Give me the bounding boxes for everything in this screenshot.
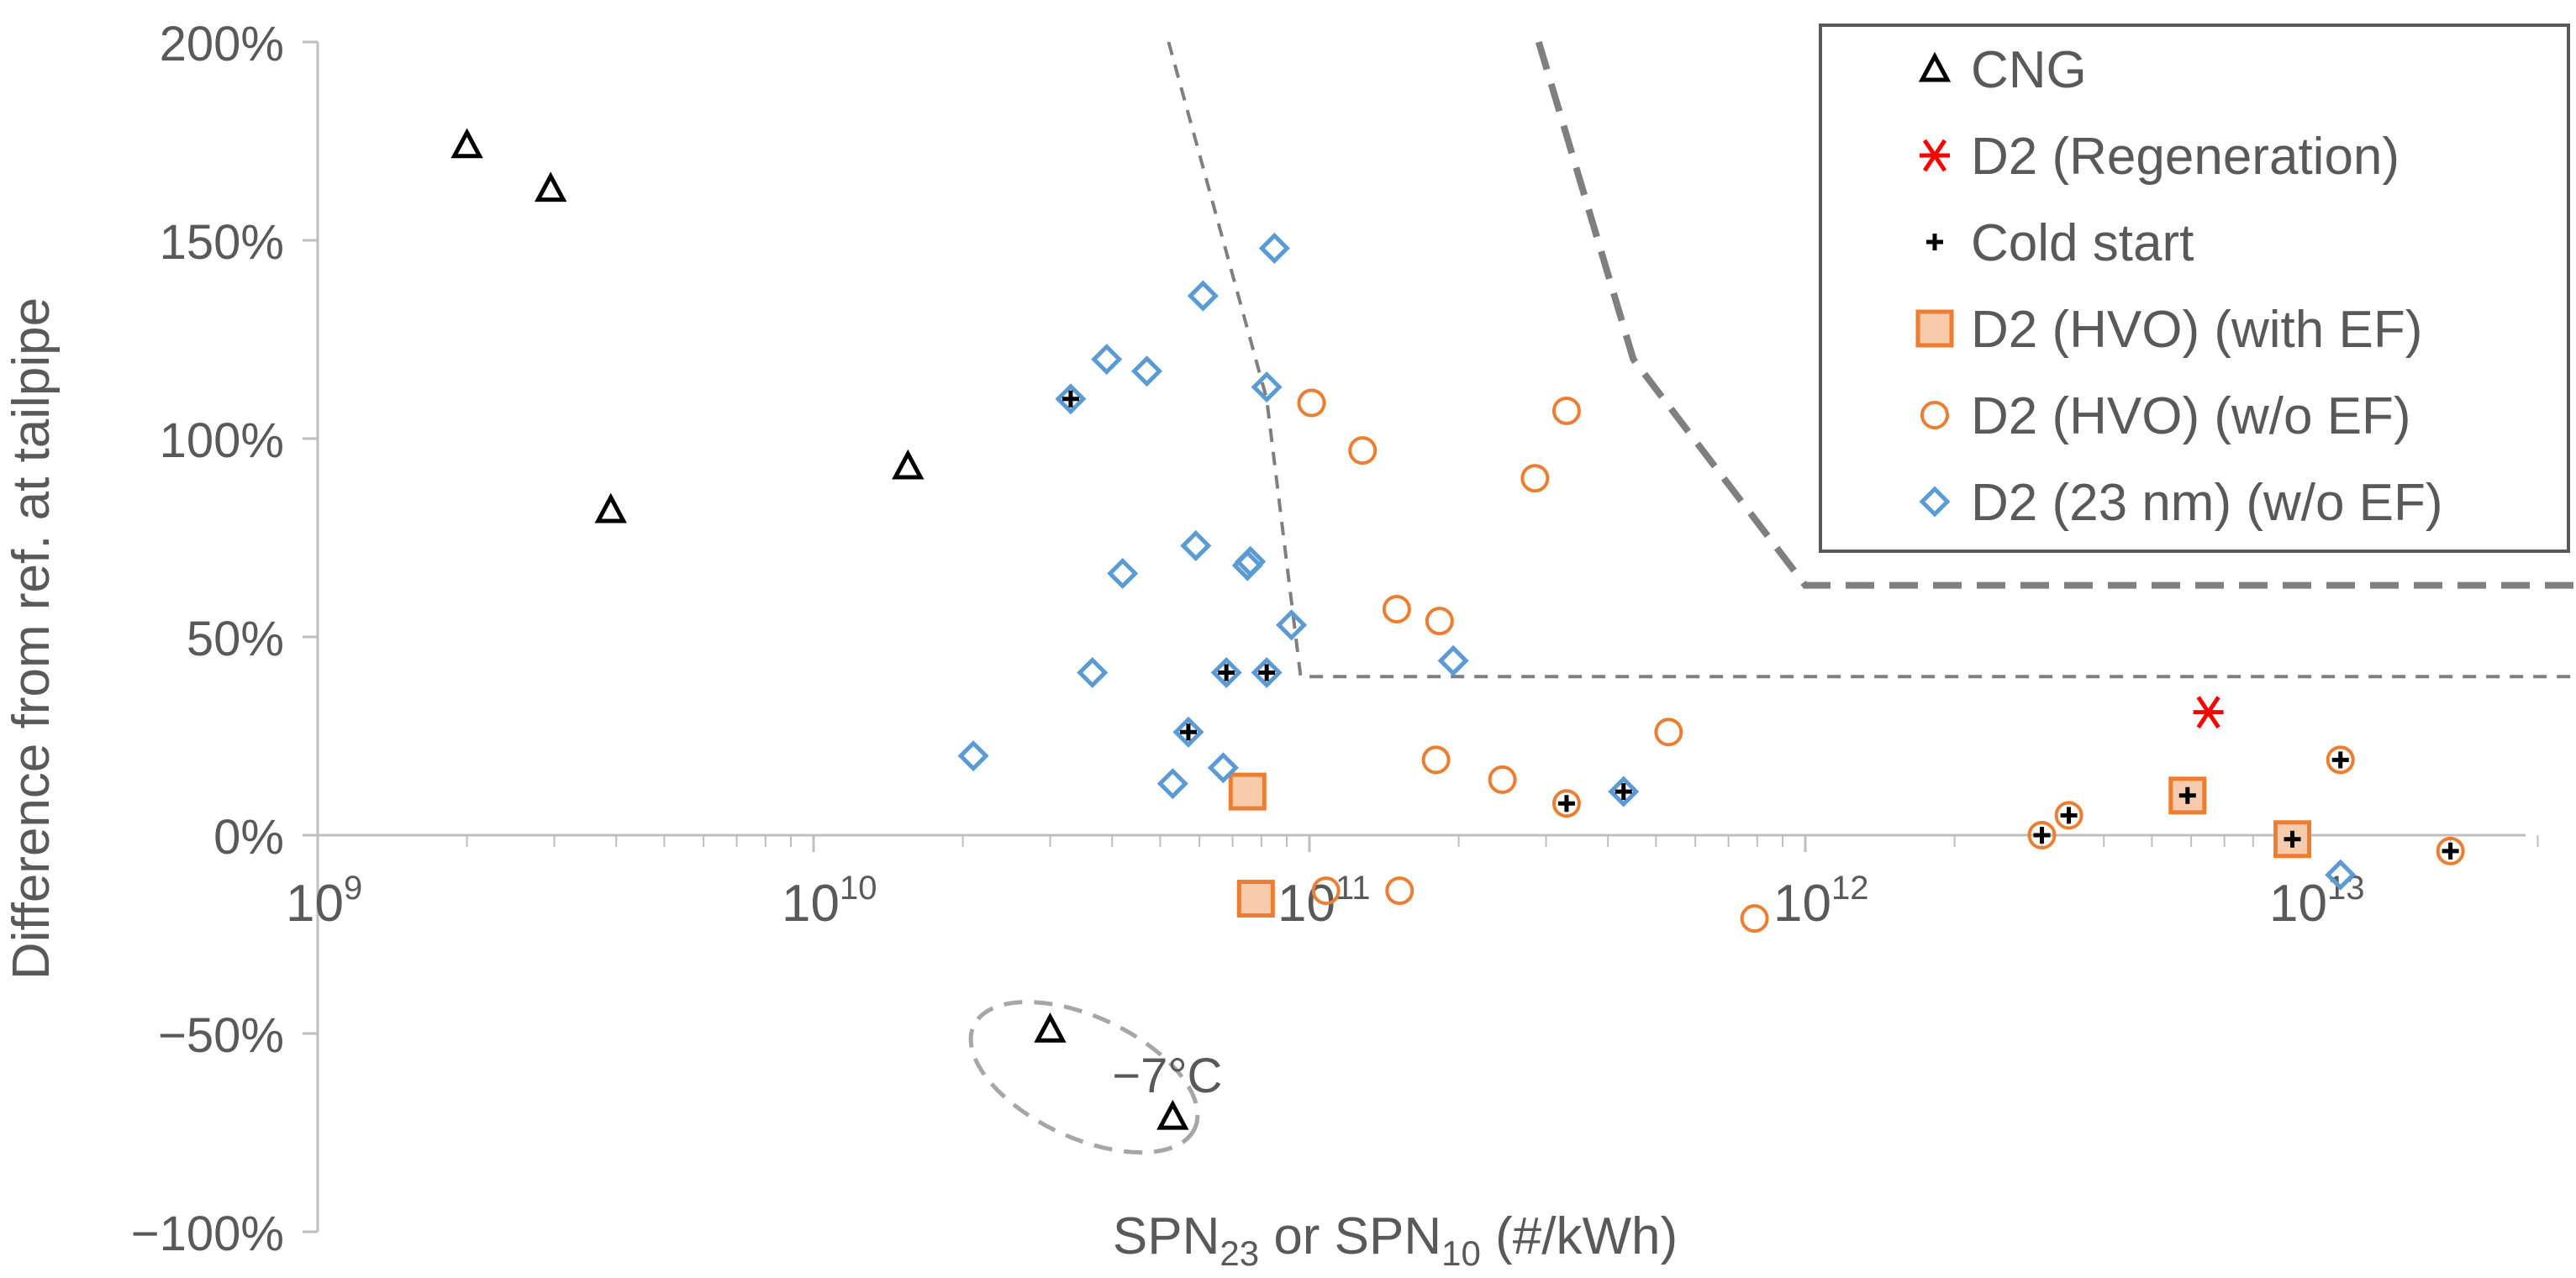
point-cold-start [1258,664,1276,681]
legend-marker-d2-regeneration [1920,139,1950,172]
point-d2-hvo-with-ef [2273,820,2312,859]
x-axis-title: SPN23 or SPN10 (#/kWh) [1113,1207,1678,1273]
point-d2-hvo-with-ef [1228,772,1267,811]
point-d2-23-nm-w-o-ef [1156,768,1188,800]
legend-marker-d2-hvo-w-o-ef [1920,401,1949,429]
y-tick-label: 150% [160,215,284,270]
point-d2-hvo-w-o-ef [1740,904,1769,934]
point-d2-hvo-w-o-ef [1425,607,1454,636]
point-d2-hvo-w-o-ef [2027,821,2057,849]
point-d2-hvo-w-o-ef [2326,745,2355,775]
point-d2-hvo-w-o-ef [1348,436,1378,465]
point-cold-start [2178,786,2196,804]
point-d2-hvo-w-o-ef [1551,396,1581,425]
point-cold-start [2284,830,2301,848]
point-d2-23-nm-w-o-ef [2325,859,2357,891]
point-d2-hvo-w-o-ef [2054,801,2083,830]
point-d2-23-nm-w-o-ef [1210,656,1242,689]
x-tick-label: 1013 [2269,870,2364,933]
legend-marker-d2-hvo-with-ef [1915,309,1954,348]
point-d2-23-nm-w-o-ef [1172,716,1204,748]
y-tick-label: −50% [158,1008,284,1063]
point-cng [892,449,925,480]
x-tick-label: 1012 [1773,870,1868,933]
point-d2-23-nm-w-o-ef [1258,232,1290,264]
upper-limit-line [1535,40,2576,589]
point-cold-start [2331,751,2349,769]
point-d2-23-nm-w-o-ef [1077,656,1109,689]
point-cold-start [2033,827,2051,844]
y-tick-label: 0% [213,810,284,865]
point-cold-start [1615,783,1632,801]
point-d2-regeneration [2193,696,2224,729]
legend-label-d2-hvo-with-ef: D2 (HVO) (with EF) [1971,301,2422,359]
point-cng [594,492,627,523]
x-tick-label: 109 [286,870,362,933]
legend: CNG D2 (Regeneration) Cold start D2 (HVO) (… [1819,24,2570,553]
legend-label-cold-start: Cold start [1971,214,2194,272]
point-d2-hvo-w-o-ef [1654,718,1683,747]
point-d2-hvo-w-o-ef [2436,836,2465,865]
point-d2-hvo-w-o-ef [1297,388,1326,418]
point-d2-hvo-w-o-ef [1385,876,1414,906]
point-cold-start [1061,390,1079,408]
point-d2-23-nm-w-o-ef [1207,752,1239,784]
point-d2-23-nm-w-o-ef [1107,557,1139,590]
y-tick-label: 200% [160,17,284,71]
annotation-label: −7°C [1112,1049,1222,1103]
point-cold-start [1218,664,1235,681]
point-d2-23-nm-w-o-ef [1437,644,1469,676]
legend-label-d2-regeneration: D2 (Regeneration) [1971,128,2400,186]
point-d2-hvo-w-o-ef [1311,876,1341,906]
y-axis-title: Difference from ref. at tailpipe [3,297,61,980]
annotation-ellipse [968,999,1200,1155]
point-cng [1034,1012,1067,1043]
point-d2-23-nm-w-o-ef [1608,776,1640,807]
point-cold-start [1179,723,1197,741]
legend-marker-cng [1918,51,1952,82]
y-tick-label: 50% [187,612,284,666]
y-tick-label: −100% [131,1207,284,1261]
point-d2-hvo-w-o-ef [1551,789,1581,818]
legend-label-d2-hvo-w-o-ef: D2 (HVO) (w/o EF) [1971,387,2411,445]
point-cold-start [2060,807,2078,824]
legend-label-cng: CNG [1971,41,2087,99]
point-d2-23-nm-w-o-ef [1055,383,1087,415]
point-d2-23-nm-w-o-ef [1276,609,1308,641]
point-d2-23-nm-w-o-ef [1091,344,1123,376]
point-cng [1156,1099,1189,1130]
y-tick-label: 100% [160,413,284,468]
legend-label-d2-23-nm-w-o-ef: D2 (23 nm) (w/o EF) [1971,474,2443,532]
point-d2-hvo-w-o-ef [1421,745,1451,775]
point-cold-start [2442,842,2459,860]
point-cold-start [1557,795,1575,813]
point-d2-23-nm-w-o-ef [1251,371,1283,403]
point-d2-hvo-w-o-ef [1520,464,1550,493]
point-d2-hvo-with-ef [2168,776,2207,815]
point-d2-23-nm-w-o-ef [1131,355,1163,387]
point-d2-hvo-with-ef [1236,880,1275,918]
legend-box [1819,24,2570,553]
point-d2-23-nm-w-o-ef [1251,656,1283,689]
point-d2-23-nm-w-o-ef [1235,545,1267,577]
point-d2-hvo-w-o-ef [1382,594,1411,623]
point-d2-23-nm-w-o-ef [957,740,989,772]
point-d2-23-nm-w-o-ef [1187,280,1219,312]
legend-marker-cold-start [1926,234,1943,250]
x-tick-label: 1010 [782,870,877,933]
lower-limit-line [1167,41,2576,679]
legend-marker-d2-23-nm-w-o-ef [1919,486,1951,518]
point-d2-hvo-w-o-ef [1488,765,1517,794]
point-cng [450,128,483,159]
point-cng [535,171,567,202]
point-d2-23-nm-w-o-ef [1180,529,1212,561]
